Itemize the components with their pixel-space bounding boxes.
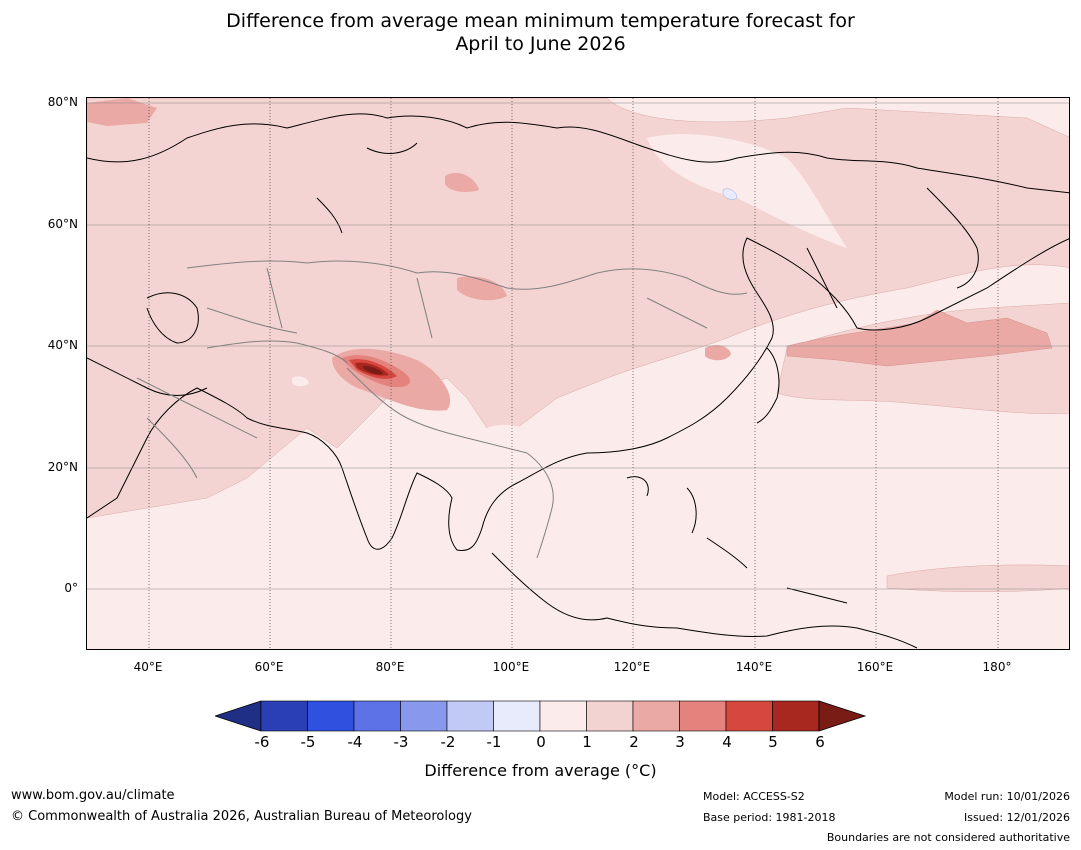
model-name: Model: ACCESS-S2 [703,790,805,803]
colorbar-tick: -2 [440,733,456,751]
anomaly-2-3-siberia [445,172,479,192]
colorbar-tick: -4 [347,733,363,751]
colorbar-cell [772,700,820,732]
colorbar-tick: -3 [393,733,409,751]
colorbar-tick: 2 [629,733,639,751]
colorbar-cell [260,700,308,732]
lon-label-180: 180° [982,660,1012,674]
map-svg [87,98,1069,649]
gridlines [87,102,1069,590]
forecast-map [86,97,1070,650]
colorbar-cell [307,700,355,732]
colorbar-tick: -6 [254,733,270,751]
colorbar-tick: -5 [300,733,316,751]
anomaly-6-plus-tibet [363,366,383,375]
lon-label-100e: 100°E [492,660,530,674]
model-run-date: Model run: 10/01/2026 [944,790,1070,803]
meridians [148,98,999,649]
lat-label-0: 0° [64,581,78,595]
lon-label-140e: 140°E [735,660,773,674]
colorbar-tick: -1 [486,733,502,751]
boundaries-disclaimer: Boundaries are not considered authoritat… [826,831,1070,844]
lon-label-160e: 160°E [856,660,894,674]
chart-title: Difference from average mean minimum tem… [0,10,1081,56]
anomaly-0-1-patch-east [647,134,847,248]
lat-label-80n: 80°N [47,95,78,109]
lon-label-60e: 60°E [254,660,284,674]
colorbar-cell [446,700,494,732]
anomaly-0-1-spot-west [292,376,309,387]
colorbar-tick: 3 [675,733,685,751]
colorbar-label: Difference from average (°C) [424,761,657,780]
colorbar-extend-max [818,700,867,732]
colorbar-cell [539,700,587,732]
colorbar-cell [353,700,401,732]
title-line-1: Difference from average mean minimum tem… [226,10,855,32]
coastlines [87,113,1069,649]
colorbar-tick: 0 [536,733,546,751]
colorbar-tick: 4 [722,733,732,751]
anomaly-2-3-eastsea [705,345,731,361]
anomaly-2-3-mongolia [457,276,507,301]
colorbar-cell [725,700,773,732]
colorbar-cell [632,700,680,732]
lon-label-120e: 120°E [613,660,651,674]
lat-label-60n: 60°N [47,217,78,231]
colorbar-tick: 5 [768,733,778,751]
copyright-text: © Commonwealth of Australia 2026, Austra… [11,809,472,824]
title-line-2: April to June 2026 [455,33,626,55]
lon-label-80e: 80°E [375,660,405,674]
lon-label-40e: 40°E [133,660,163,674]
colorbar-tick: 1 [582,733,592,751]
country-borders [136,260,748,559]
colorbar [215,700,867,732]
anomaly-0-1-patch-south [487,424,547,448]
anomaly-2-3-equatorial [886,564,1069,592]
issued-date: Issued: 12/01/2026 [963,811,1070,824]
anomaly-neg-spot [722,188,738,200]
anomaly-1-2-region [87,98,1069,519]
lat-label-40n: 40°N [47,338,78,352]
colorbar-tick: 6 [815,733,825,751]
colorbar-cell [400,700,448,732]
colorbar-cell [493,700,541,732]
anomaly-2-3-arctic [87,98,157,126]
colorbar-cell [679,700,727,732]
colorbar-cell [586,700,634,732]
base-period: Base period: 1981-2018 [703,811,836,824]
colorbar-extend-min [215,700,262,732]
lat-label-20n: 20°N [47,460,78,474]
website-link[interactable]: www.bom.gov.au/climate [11,788,175,803]
